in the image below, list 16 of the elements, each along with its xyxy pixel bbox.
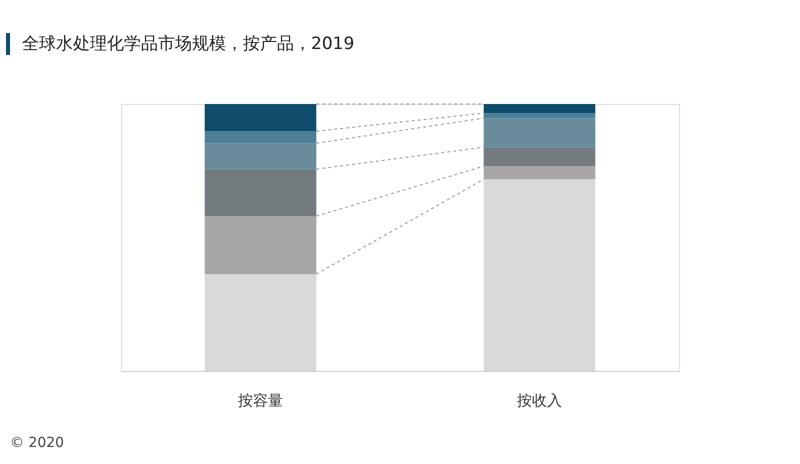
text: © 2020 [10,435,64,451]
bar [204,216,316,274]
bar [484,166,596,180]
x-tick-label: 按容量 [238,392,283,410]
bar [484,104,596,114]
bar [204,104,316,132]
bar [204,274,316,371]
bar [204,169,316,216]
bar [484,179,596,371]
chart-title: 全球水处理化学品市场规模，按产品，2019 [22,34,354,54]
bar [204,131,316,144]
bar [484,147,596,166]
bar [204,143,316,170]
bar [484,113,596,118]
x-tick-label: 按收入 [517,392,562,410]
bar [484,118,596,148]
